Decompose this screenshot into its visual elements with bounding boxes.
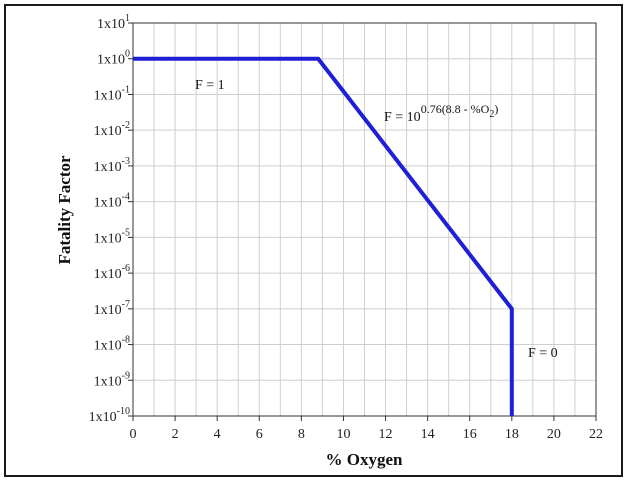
x-tick-label: 22 bbox=[589, 427, 603, 442]
fatality-factor-line bbox=[133, 56, 514, 416]
y-tick-label: 1x10-3 bbox=[94, 156, 130, 175]
y-tick-label: 1x100 bbox=[97, 49, 130, 68]
x-tick-label: 20 bbox=[547, 427, 561, 442]
x-axis-label: % Oxygen bbox=[326, 450, 404, 469]
x-tick-label: 12 bbox=[379, 427, 393, 442]
x-tick-label: 14 bbox=[421, 427, 435, 442]
y-tick-label: 1x10-10 bbox=[89, 406, 130, 425]
y-tick-label: 1x10-1 bbox=[94, 84, 130, 103]
x-tick-label: 0 bbox=[130, 427, 137, 442]
x-axis-ticks: 0 2 4 6 8 10 12 14 16 18 20 22 bbox=[130, 416, 603, 442]
y-tick-label: 1x10-2 bbox=[94, 120, 130, 139]
y-tick-label: 1x10-9 bbox=[94, 370, 130, 389]
annotation-f-one: F = 1 bbox=[195, 78, 225, 93]
y-tick-label: 1x10-8 bbox=[94, 335, 130, 354]
annotation-f-zero: F = 0 bbox=[528, 346, 558, 361]
x-tick-label: 18 bbox=[505, 427, 519, 442]
chart-frame bbox=[4, 4, 623, 477]
x-tick-label: 6 bbox=[256, 427, 263, 442]
y-tick-label: 1x10-5 bbox=[94, 227, 130, 246]
x-tick-label: 10 bbox=[336, 427, 350, 442]
plot-area-border bbox=[132, 22, 597, 417]
y-tick-label: 1x10-7 bbox=[94, 299, 130, 318]
y-axis-label: Fatality Factor bbox=[55, 155, 74, 264]
x-tick-label: 16 bbox=[463, 427, 477, 442]
x-tick-label: 8 bbox=[298, 427, 305, 442]
x-tick-label: 2 bbox=[172, 427, 179, 442]
y-tick-label: 1x10-4 bbox=[94, 192, 130, 211]
x-tick-label: 4 bbox=[214, 427, 221, 442]
annotation-f-formula: F = 100.76(8.8 - %O2) bbox=[384, 102, 498, 125]
y-tick-label: 1x10-6 bbox=[94, 263, 130, 282]
y-axis-ticks: 1x101 1x100 1x10-1 1x10-2 1x10-3 1x10-4 1x10-5… bbox=[89, 13, 133, 425]
y-tick-label: 1x101 bbox=[97, 13, 130, 32]
